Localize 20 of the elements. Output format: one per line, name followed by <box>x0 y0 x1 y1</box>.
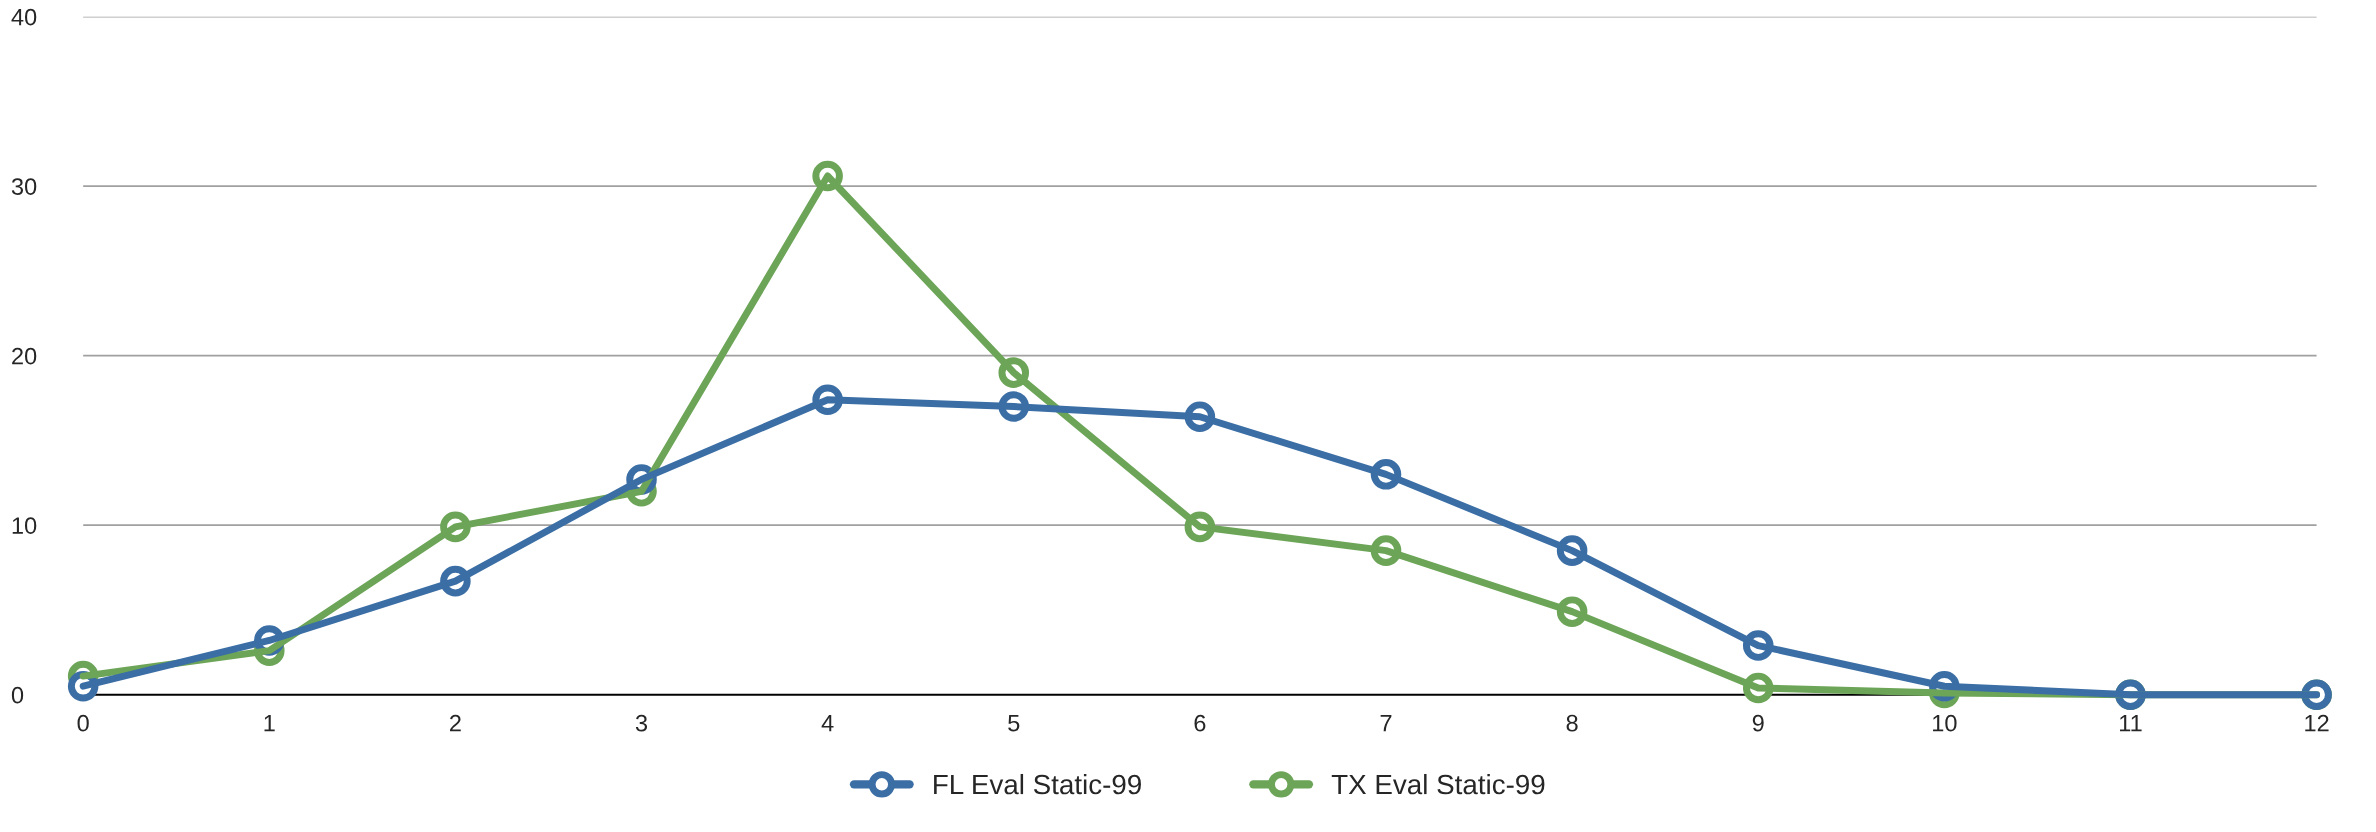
y-tick-label: 10 <box>12 517 37 534</box>
y-tick-label: 40 <box>11 8 37 26</box>
y-tick-label: 20 <box>12 347 37 365</box>
x-tick-label: 10 <box>1933 714 1957 732</box>
y-tick-label: 0 <box>11 686 24 704</box>
x-tick-label: 8 <box>1566 714 1578 732</box>
x-tick-label: 11 <box>2120 715 2142 732</box>
legend-label: TX Eval Static-99 <box>1331 773 1545 795</box>
x-tick-label: 0 <box>77 714 89 732</box>
y-tick-label: 30 <box>11 178 37 195</box>
x-tick-label: 5 <box>1008 715 1020 732</box>
x-tick-label: 6 <box>1194 714 1206 732</box>
x-tick-label: 3 <box>635 714 648 732</box>
x-tick-label: 1 <box>264 715 275 732</box>
legend-label: FL Eval Static-99 <box>934 773 1141 795</box>
x-tick-label: 7 <box>1380 715 1392 732</box>
x-tick-label: 2 <box>450 714 461 732</box>
x-tick-label: 9 <box>1752 714 1764 732</box>
x-tick-label: 12 <box>2305 714 2329 732</box>
x-tick-label: 4 <box>821 715 834 732</box>
